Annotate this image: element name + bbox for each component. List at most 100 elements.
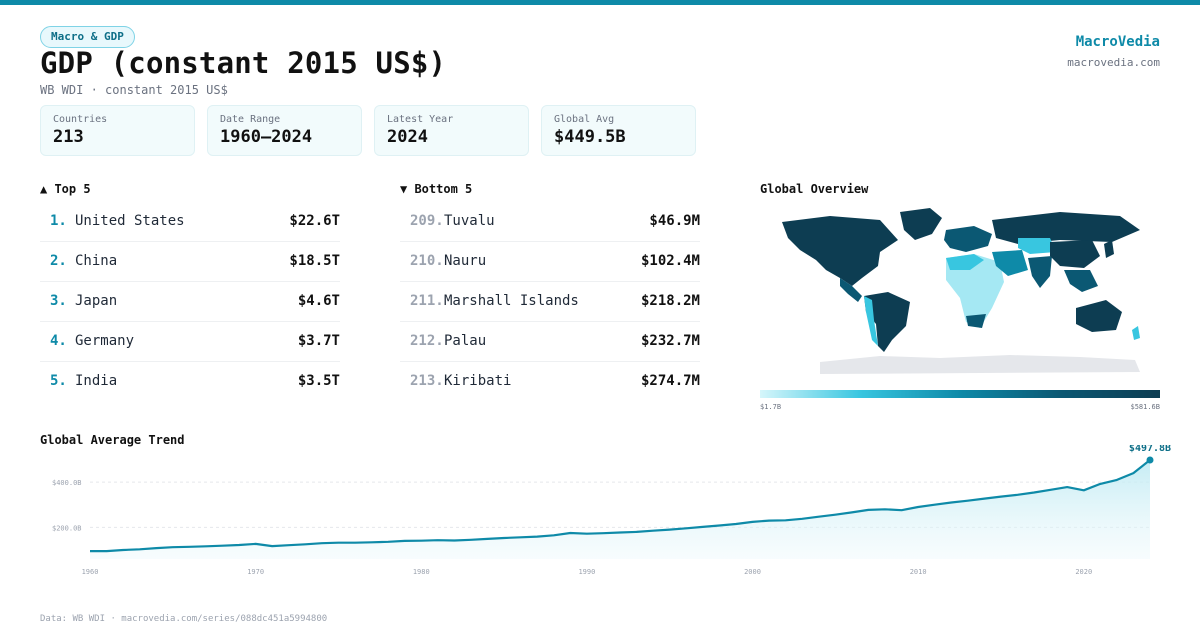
country-name: Nauru: [444, 253, 487, 269]
stat-label: Latest Year: [387, 114, 454, 125]
europe-shape[interactable]: [944, 226, 992, 252]
list-item[interactable]: 213. Kiribati $274.7M: [400, 362, 700, 402]
legend-max-label: $581.6B: [1130, 403, 1160, 411]
list-item[interactable]: 209. Tuvalu $46.9M: [400, 202, 700, 242]
stat-card-countries: Countries 213: [40, 105, 195, 156]
country-value: $232.7M: [640, 333, 700, 349]
x-tick-label: 2020: [1075, 568, 1092, 576]
country-name: China: [75, 253, 118, 269]
africa-north-shape: [946, 254, 984, 270]
country-name: Japan: [75, 293, 118, 309]
list-item[interactable]: 3. Japan $4.6T: [40, 282, 340, 322]
page-title: GDP (constant 2015 US$): [40, 46, 447, 80]
rank-number: 5.: [50, 373, 67, 389]
central-america-shape: [840, 278, 862, 302]
japan-shape[interactable]: [1104, 240, 1114, 258]
top5-list: 1. United States $22.6T 2. China $18.5T …: [40, 202, 340, 402]
category-badge[interactable]: Macro & GDP: [40, 26, 135, 48]
list-item[interactable]: 2. China $18.5T: [40, 242, 340, 282]
rank-number: 1.: [50, 213, 67, 229]
list-item[interactable]: 212. Palau $232.7M: [400, 322, 700, 362]
stat-label: Global Avg: [554, 114, 615, 125]
stat-value: 2024: [387, 127, 428, 147]
world-choropleth-map[interactable]: [760, 200, 1160, 380]
map-title: Global Overview: [760, 182, 869, 196]
russia-shape[interactable]: [992, 212, 1140, 244]
country-name: United States: [75, 213, 185, 229]
south-america-shape[interactable]: [864, 292, 910, 352]
rank-number: 213.: [410, 373, 444, 389]
china-shape[interactable]: [1050, 240, 1100, 268]
africa-south-shape: [966, 314, 986, 328]
list-item[interactable]: 210. Nauru $102.4M: [400, 242, 700, 282]
country-value: $3.7T: [297, 333, 340, 349]
country-value: $18.5T: [289, 253, 340, 269]
x-tick-label: 1990: [578, 568, 595, 576]
trend-line: [90, 459, 1151, 553]
brand-url[interactable]: macrovedia.com: [1067, 56, 1160, 69]
australia-shape[interactable]: [1076, 300, 1122, 332]
stat-value: 1960–2024: [220, 127, 313, 147]
rank-number: 211.: [410, 293, 444, 309]
x-tick-label: 1980: [413, 568, 430, 576]
middle-east-shape: [992, 250, 1028, 276]
country-value: $102.4M: [640, 253, 700, 269]
x-tick-label: 2000: [744, 568, 761, 576]
rank-number: 4.: [50, 333, 67, 349]
map-color-legend: [760, 390, 1160, 398]
list-item[interactable]: 4. Germany $3.7T: [40, 322, 340, 362]
stat-card-global-avg: Global Avg $449.5B: [541, 105, 696, 156]
list-item[interactable]: 5. India $3.5T: [40, 362, 340, 402]
rank-number: 212.: [410, 333, 444, 349]
x-tick-label: 1970: [247, 568, 264, 576]
last-data-point[interactable]: [1146, 456, 1154, 464]
bottom5-title: ▼ Bottom 5: [400, 182, 473, 196]
trend-title: Global Average Trend: [40, 433, 185, 447]
stat-value: $449.5B: [554, 127, 626, 147]
stat-label: Countries: [53, 114, 108, 125]
country-name: Marshall Islands: [444, 293, 579, 309]
greenland-shape: [900, 208, 942, 240]
brand-logo-text[interactable]: MacroVedia: [1075, 34, 1160, 50]
legend-min-label: $1.7B: [760, 403, 782, 411]
africa-shape[interactable]: [946, 254, 1004, 328]
country-value: $274.7M: [640, 373, 700, 389]
rank-number: 3.: [50, 293, 67, 309]
southeast-asia-shape: [1064, 270, 1098, 292]
country-value: $4.6T: [297, 293, 340, 309]
data-source-footer[interactable]: Data: WB WDI · macrovedia.com/series/088…: [40, 614, 328, 624]
x-tick-label: 1960: [82, 568, 99, 576]
trend-area: [90, 460, 1150, 559]
rank-number: 209.: [410, 213, 444, 229]
india-shape[interactable]: [1028, 256, 1052, 288]
south-america-west-shape: [864, 296, 878, 346]
north-america-shape[interactable]: [782, 216, 898, 286]
stat-card-latest-year: Latest Year 2024: [374, 105, 529, 156]
bottom5-list: 209. Tuvalu $46.9M 210. Nauru $102.4M 21…: [400, 202, 700, 402]
country-name: Kiribati: [444, 373, 512, 389]
y-tick-label: $200.0B: [52, 524, 82, 532]
list-item[interactable]: 1. United States $22.6T: [40, 202, 340, 242]
country-name: Germany: [75, 333, 135, 349]
list-item[interactable]: 211. Marshall Islands $218.2M: [400, 282, 700, 322]
global-average-trend-chart[interactable]: $200.0B $400.0B 1960 1970 1980 1990 2000 2010 2…: [40, 445, 1180, 585]
rank-number: 2.: [50, 253, 67, 269]
country-name: Palau: [444, 333, 487, 349]
new-zealand-shape: [1132, 326, 1140, 340]
central-asia-shape: [1018, 238, 1056, 254]
x-tick-label: 2010: [910, 568, 927, 576]
accent-top-bar: [0, 0, 1200, 5]
stat-label: Date Range: [220, 114, 281, 125]
rank-number: 210.: [410, 253, 444, 269]
stat-value: 213: [53, 127, 84, 147]
country-value: $3.5T: [297, 373, 340, 389]
country-value: $46.9M: [649, 213, 700, 229]
page-subtitle: WB WDI · constant 2015 US$: [40, 83, 228, 97]
stat-card-date-range: Date Range 1960–2024: [207, 105, 362, 156]
antarctica-shape: [820, 355, 1140, 374]
country-value: $218.2M: [640, 293, 700, 309]
country-name: Tuvalu: [444, 213, 495, 229]
top5-title: ▲ Top 5: [40, 182, 91, 196]
country-name: India: [75, 373, 118, 389]
country-value: $22.6T: [289, 213, 340, 229]
